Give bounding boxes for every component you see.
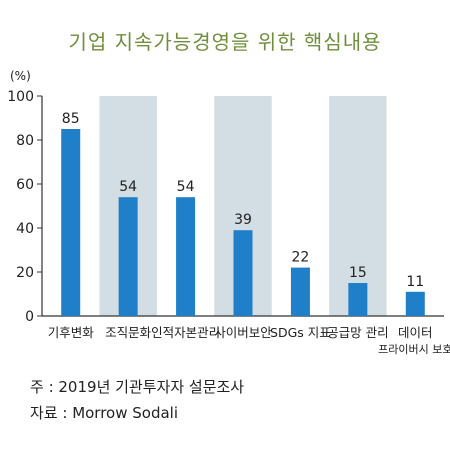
y-tick-label: 60 <box>16 177 34 193</box>
y-tick-label: 0 <box>25 309 34 325</box>
bar <box>290 267 310 316</box>
chart-title: 기업 지속가능경영을 위한 핵심내용 <box>68 30 382 54</box>
y-tick-label: 20 <box>16 265 34 281</box>
category-label: 공급망 관리 <box>327 325 388 340</box>
category-label: 프라이버시 보호 <box>378 343 450 356</box>
category-label: 인적자본관리 <box>151 325 220 340</box>
y-axis-label: (%) <box>10 69 31 83</box>
survey-note: 주 : 2019년 기관투자자 설문조사 <box>30 378 245 396</box>
category-label: SDGs 지표 <box>270 325 331 340</box>
bar-value-label: 11 <box>406 274 424 290</box>
bar <box>405 291 425 316</box>
category-label: 사이버보안 <box>214 325 272 340</box>
y-tick-label: 100 <box>7 89 34 105</box>
bar-value-label: 22 <box>292 250 310 266</box>
y-tick-label: 40 <box>16 221 34 237</box>
category-label: 조직문화 <box>105 325 152 340</box>
bar <box>118 197 138 316</box>
category-label: 데이터 <box>398 325 433 340</box>
bar-value-label: 85 <box>62 111 80 127</box>
bar <box>61 129 81 316</box>
category-label: 기후변화 <box>48 325 95 340</box>
bar <box>348 283 368 316</box>
bar <box>176 197 196 316</box>
bar-value-label: 39 <box>234 212 252 228</box>
bar-value-label: 54 <box>119 179 137 195</box>
bar-value-label: 54 <box>177 179 195 195</box>
background-band <box>329 96 387 316</box>
bar-value-label: 15 <box>349 265 367 281</box>
y-tick-label: 80 <box>16 133 34 149</box>
bar <box>233 230 253 316</box>
source-note: 자료 : Morrow Sodali <box>30 404 179 422</box>
